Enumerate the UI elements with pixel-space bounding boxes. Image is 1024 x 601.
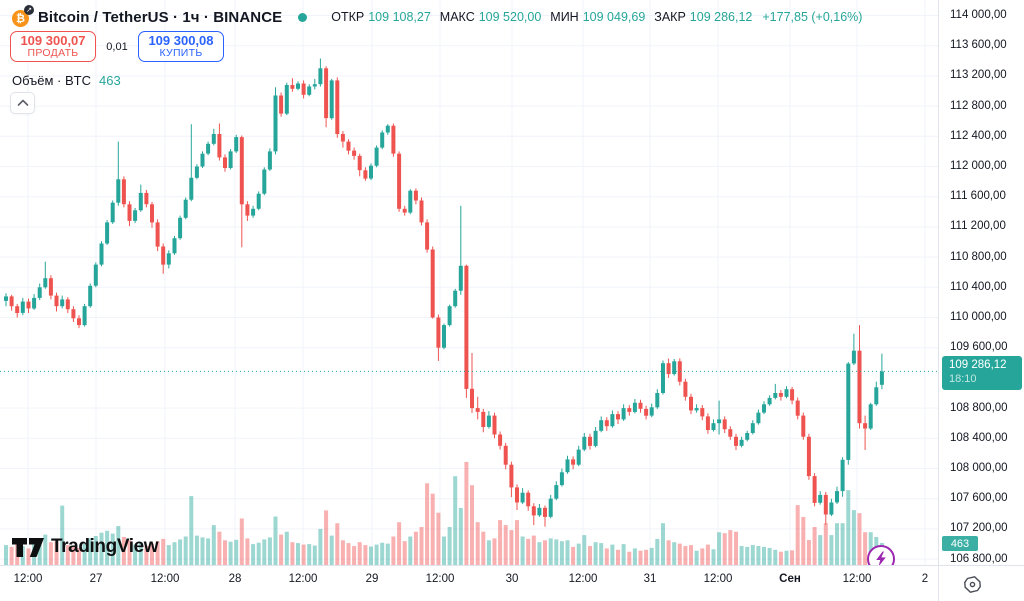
buy-button[interactable]: 109 300,08 КУПИТЬ [138,31,224,62]
symbol-switch-arrow-icon: ↗ [24,4,34,15]
sell-price: 109 300,07 [20,32,86,48]
lightning-icon [876,551,886,567]
change-value: +177,85 (+0,16%) [762,10,863,24]
axis-settings-button[interactable] [963,575,982,599]
volume-axis-label: 463 [942,536,978,551]
spread-value: 0,01 [106,40,128,53]
time-tick-label: 12:00 [150,573,180,585]
price-tick-label: 112 000,00 [950,160,1007,172]
high-label: МАКС [439,10,475,24]
bitcoin-icon: ₿ ↗ [12,4,34,27]
volume-study-legend: Объём · BTC 463 [12,73,121,88]
open-label: ОТКР [331,10,365,24]
price-tick-label: 110 400,00 [950,280,1007,293]
time-tick-label: 12:00 [13,573,43,585]
price-tick-label: 114 000,00 [950,9,1007,21]
time-axis[interactable]: 12:00 27 12:00 28 12:00 29 12:00 30 12:00 31 12:00… [0,565,938,601]
time-tick-label: 2 [921,573,929,585]
buy-price: 109 300,08 [148,32,214,48]
price-tick-label: 107 200,00 [950,522,1008,535]
price-tick-label: 106 800,00 [950,552,1008,565]
axis-corner [938,565,1024,601]
sell-button-label: ПРОДАТЬ [27,46,79,59]
gear-icon [964,576,981,593]
time-tick-label: 12:00 [288,573,318,585]
time-tick-label: 12:00 [842,573,872,585]
time-tick-label: 28 [228,573,242,585]
market-status-dot[interactable] [298,12,308,22]
ohlc-values: ОТКР 109 108,27 МАКС 109 520,00 МИН 109 … [331,10,862,24]
price-axis[interactable]: 109 286,12 18:10 463 114 000,00 113 600,0… [938,0,1024,565]
sell-button[interactable]: 109 300,07 ПРОДАТЬ [10,31,96,62]
high-value: 109 520,00 [478,10,542,24]
time-tick-label: 27 [89,573,103,585]
low-label: МИН [550,10,579,24]
chart-legend: ₿ ↗ Bitcoin / TetherUS · 1ч · BINANCE ОТ… [12,4,862,29]
time-tick-label: 12:00 [703,573,733,585]
time-tick-label: 12:00 [425,573,455,585]
symbol-title[interactable]: Bitcoin / TetherUS · 1ч · BINANCE [38,8,283,26]
price-tick-label: 112 800,00 [950,99,1007,112]
low-value: 109 049,69 [582,10,646,24]
candlestick-chart[interactable] [0,0,938,565]
price-tick-label: 111 200,00 [950,220,1006,233]
price-tick-label: 108 400,00 [950,431,1008,444]
chevron-up-icon [17,99,28,106]
close-value: 109 286,12 [689,10,753,24]
buy-button-label: КУПИТЬ [159,46,203,59]
last-price-label: 109 286,12 18:10 [942,356,1022,390]
price-tick-label: 108 000,00 [950,462,1008,474]
last-price-value: 109 286,12 [949,359,1007,372]
trade-panel: 109 300,07 ПРОДАТЬ 0,01 109 300,08 КУПИТ… [10,31,224,62]
volume-study-title[interactable]: Объём · BTC [12,73,91,88]
volume-study-value: 463 [98,73,121,88]
price-tick-label: 107 600,00 [950,492,1008,505]
price-tick-label: 110 000,00 [950,311,1007,323]
time-tick-label: 12:00 [568,573,598,585]
chart-canvas[interactable]: ₿ ↗ Bitcoin / TetherUS · 1ч · BINANCE ОТ… [0,0,938,573]
tradingview-mark-icon [12,537,44,557]
price-tick-label: 109 600,00 [950,341,1008,354]
collapse-legend-button[interactable] [10,92,35,114]
price-tick-label: 111 600,00 [950,190,1006,203]
time-tick-label: 31 [643,573,657,585]
open-value: 109 108,27 [368,10,431,24]
price-tick-label: 113 200,00 [950,69,1007,82]
price-tick-label: 110 800,00 [950,250,1007,263]
price-tick-label: 113 600,00 [950,39,1007,52]
time-tick-label: 29 [365,573,379,585]
time-tick-label: 30 [505,573,519,585]
time-tick-label: Сен [779,573,801,585]
close-label: ЗАКР [654,10,686,24]
price-tick-label: 108 800,00 [950,401,1008,414]
price-tick-label: 112 400,00 [950,129,1007,142]
last-price-time: 18:10 [949,372,977,385]
tradingview-logo[interactable]: TradingView [12,536,159,558]
tradingview-logo-text: TradingView [51,536,159,557]
